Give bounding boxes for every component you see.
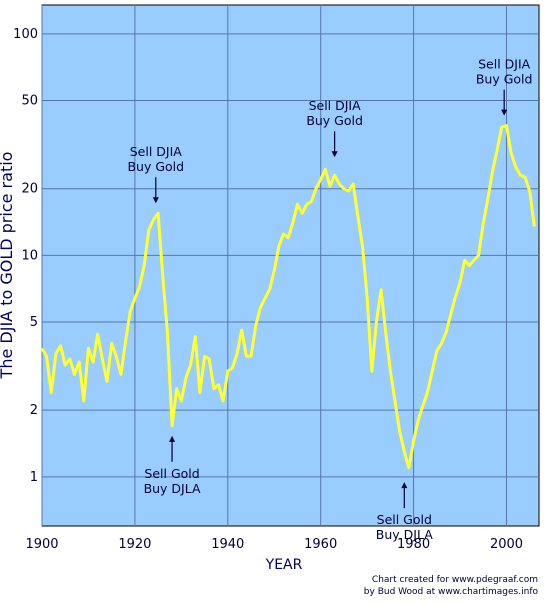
annotation-text: Buy Gold: [476, 72, 533, 87]
annotation-text: Sell DJIA: [478, 57, 531, 72]
annotation-arrowhead: [331, 151, 338, 158]
x-axis-label: YEAR: [265, 557, 303, 573]
x-tick-label: 1920: [118, 537, 151, 552]
y-axis-label: The DJIA to GOLD price ratio: [0, 152, 16, 380]
x-tick-label: 1960: [304, 537, 337, 552]
x-tick-label: 1980: [397, 537, 430, 552]
y-tick-label: 2: [30, 403, 38, 418]
y-axis-ticks: 1 2 5 10 20 50 100: [13, 27, 38, 485]
annotation-text: Sell DJIA: [130, 144, 183, 159]
y-tick-label: 50: [21, 94, 38, 109]
annotation-text: Buy DJLA: [144, 481, 201, 496]
credit-line-2: by Bud Wood at www.chartimages.info: [364, 587, 539, 597]
annotation-text: Buy Gold: [306, 113, 363, 128]
x-tick-label: 2000: [490, 537, 523, 552]
y-tick-label: 100: [13, 27, 38, 42]
gridlines: [41, 5, 539, 526]
annotation-arrowhead: [401, 482, 408, 489]
annotation-arrowhead: [169, 435, 176, 442]
y-tick-label: 1: [30, 470, 38, 485]
credit-line-1: Chart created for www.pdegraaf.com: [372, 575, 538, 585]
x-tick-label: 1940: [211, 537, 244, 552]
y-tick-label: 5: [30, 315, 38, 330]
x-axis-ticks: 1900 1920 1940 1960 1980 2000: [25, 537, 523, 552]
x-tick-label: 1900: [25, 537, 58, 552]
y-tick-label: 20: [21, 182, 38, 197]
annotation-text: Sell Gold: [144, 466, 199, 481]
plot-area: [41, 4, 540, 527]
annotation-text: Buy DJLA: [376, 527, 433, 542]
y-tick-label: 10: [21, 248, 38, 263]
annotation-text: Sell DJIA: [309, 98, 362, 113]
series-line: [40, 124, 536, 470]
annotation-arrowhead: [152, 197, 159, 204]
annotation-arrowhead: [501, 109, 508, 116]
annotation-text: Sell Gold: [377, 512, 432, 527]
annotation-text: Buy Gold: [127, 159, 184, 174]
